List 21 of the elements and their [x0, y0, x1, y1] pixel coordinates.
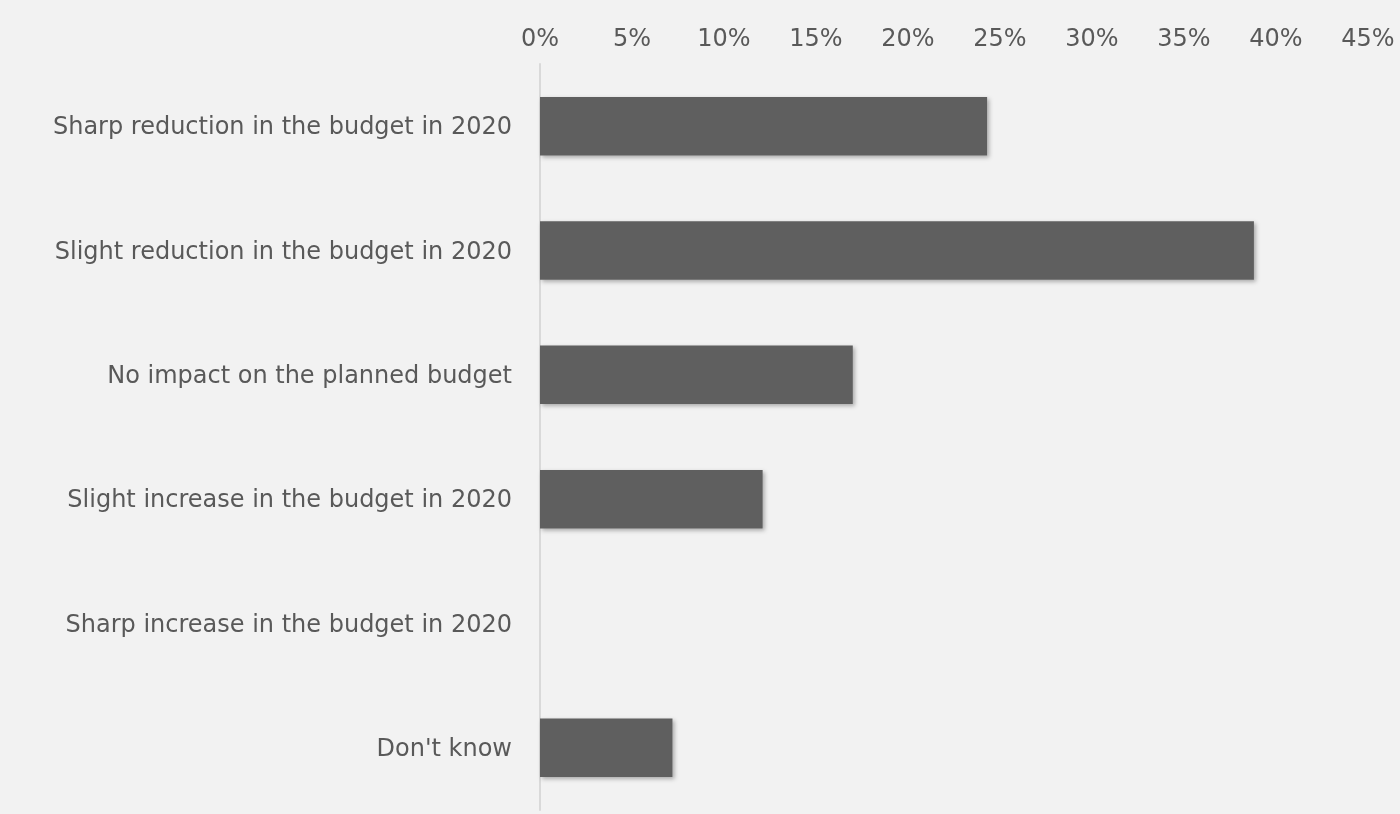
bar: [540, 345, 853, 405]
bar: [540, 718, 673, 778]
x-tick-label: 5%: [612, 24, 652, 52]
x-tick-label: 0%: [520, 24, 560, 52]
y-tick-label: Sharp reduction in the budget in 2020: [52, 112, 512, 141]
y-tick-label: No impact on the planned budget: [107, 360, 512, 389]
y-tick-label: Sharp increase in the budget in 2020: [65, 609, 512, 638]
x-tick-label: 45%: [1341, 24, 1395, 52]
x-tick-label: 30%: [1065, 24, 1119, 52]
x-tick-label: 40%: [1249, 24, 1303, 52]
x-tick-label: 20%: [881, 24, 935, 52]
x-tick-label: 10%: [697, 24, 751, 52]
x-tick-label: 25%: [973, 24, 1027, 52]
bar: [540, 221, 1254, 280]
x-tick-label: 15%: [789, 24, 843, 52]
y-tick-label: Slight increase in the budget in 2020: [67, 485, 512, 514]
y-tick-label: Don't know: [376, 733, 512, 762]
bar: [540, 96, 988, 156]
x-tick-label: 35%: [1157, 24, 1211, 52]
bar: [540, 469, 763, 529]
y-tick-label: Slight reduction in the budget in 2020: [54, 236, 512, 265]
